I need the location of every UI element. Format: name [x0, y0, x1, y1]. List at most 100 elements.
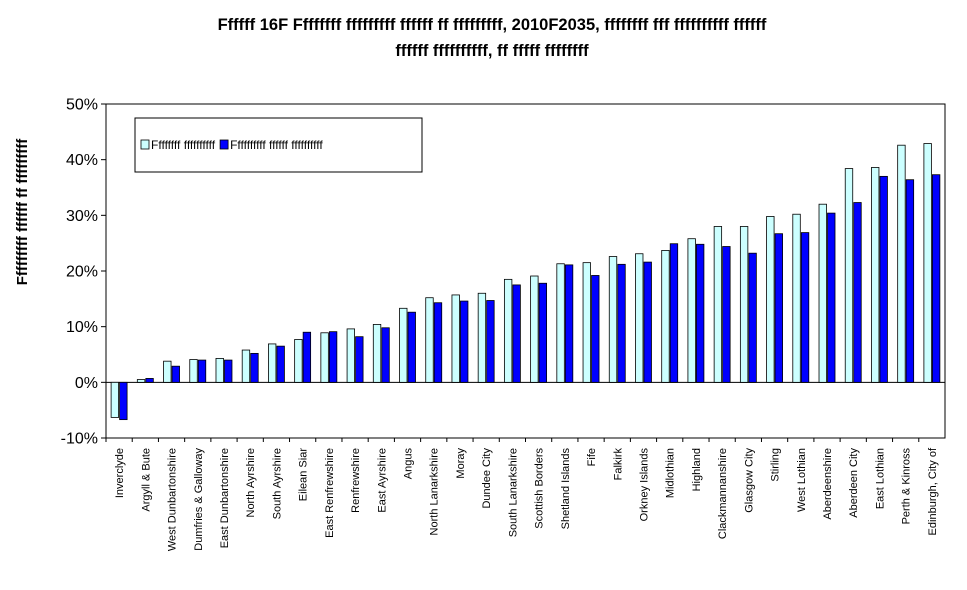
bar-series-1 [871, 167, 880, 383]
bar-series-1 [346, 328, 355, 383]
x-tick-label: Aberdeenshire [822, 448, 834, 520]
x-tick-label: Shetland Islands [560, 448, 572, 530]
bar-series-2 [669, 243, 679, 383]
bar-series-1 [163, 360, 172, 383]
bar-series-2 [145, 378, 154, 383]
x-tick-label: Inverclyde [114, 448, 126, 498]
bar-series-2 [643, 261, 652, 383]
legend-label-series-2: Ffffffffff ffffff ffffffffff [230, 138, 323, 152]
bar-series-2 [879, 175, 888, 383]
legend-label-series-1: Ffffffff ffffffffff [151, 138, 216, 152]
bar-series-2 [617, 263, 626, 383]
x-tick-label: Orkney Islands [638, 448, 650, 522]
x-tick-label: Argyll & Bute [140, 448, 152, 512]
bar-series-2 [407, 311, 416, 383]
bar-series-1 [661, 250, 670, 383]
x-tick-label: Scottish Borders [534, 448, 546, 529]
bar-series-2 [355, 336, 364, 383]
x-tick-label: Moray [455, 448, 467, 479]
y-tick-label: 0% [75, 375, 98, 392]
bar-series-2 [696, 243, 705, 383]
bar-series-2 [800, 232, 810, 383]
x-tick-label: West Lothian [796, 448, 808, 512]
x-tick-label: Renfrewshire [350, 448, 362, 513]
bar-series-1 [241, 349, 251, 383]
x-tick-label: Eilean Siar [298, 448, 310, 502]
x-tick-label: North Ayrshire [245, 448, 257, 518]
x-tick-label: Clackmannanshire [717, 448, 729, 539]
bar-series-2 [905, 179, 915, 383]
bar-series-1 [294, 339, 303, 383]
chart-title-line-2: ffffff ffffffffff, ff fffff ffffffff [395, 42, 589, 60]
bar-series-2 [748, 252, 757, 383]
bar-series-2 [433, 302, 443, 383]
bar-series-1 [608, 256, 618, 383]
bar-series-2 [827, 212, 836, 383]
bar-series-1 [189, 359, 198, 383]
bar-series-1 [818, 203, 827, 383]
x-tick-label: Falkirk [612, 448, 624, 481]
bar-series-1 [713, 226, 723, 383]
bar-series-1 [582, 262, 591, 383]
bar-series-1 [136, 379, 146, 383]
y-tick-label: -10% [61, 431, 98, 448]
x-tick-label: East Renfrewshire [324, 448, 336, 538]
bar-series-2 [512, 284, 521, 383]
chart-title-line-1: Ffffff 16F Ffffffff fffffffff ffffff ff … [218, 16, 767, 34]
bar-series-2 [171, 365, 180, 383]
bar-series-2 [119, 381, 128, 421]
bar-series-1 [215, 357, 224, 383]
x-tick-label: West Dunbartonshire [167, 448, 179, 551]
y-tick-label: 40% [66, 152, 98, 169]
x-tick-label: East Dunbartonshire [219, 448, 231, 548]
bar-series-2 [538, 282, 548, 383]
bar-series-1 [503, 278, 513, 383]
bar-series-1 [268, 343, 277, 383]
x-tick-label: Angus [403, 448, 415, 480]
bar-series-2 [486, 300, 495, 383]
bar-series-2 [853, 202, 862, 383]
x-tick-label: Stirling [770, 448, 782, 482]
bar-series-1 [451, 294, 460, 383]
x-tick-label: East Lothian [874, 448, 886, 509]
bar-series-2 [774, 233, 783, 383]
x-tick-label: Perth & Kinross [901, 448, 913, 525]
x-tick-label: East Ayrshire [376, 448, 388, 513]
bar-series-2 [722, 246, 731, 383]
x-tick-label: South Lanarkshire [507, 448, 519, 537]
bar-series-1 [923, 143, 932, 383]
y-tick-label: 20% [66, 264, 98, 281]
x-tick-label: Midlothian [665, 448, 677, 498]
bar-series-2 [564, 264, 574, 383]
y-tick-label: 30% [66, 208, 98, 225]
bar-series-1 [766, 216, 775, 383]
bar-series-1 [556, 263, 565, 383]
bar-series-1 [897, 144, 906, 383]
x-tick-label: Dumfries & Galloway [193, 448, 205, 551]
x-tick-label: South Ayrshire [271, 448, 283, 519]
plot-area: -10% 0% 10% 20% 30% 40% 50% Inverclyde Argyll & … [61, 97, 946, 551]
legend-swatch-series-1 [140, 139, 150, 150]
bar-series-2 [381, 327, 390, 383]
bar-series-1 [110, 381, 120, 418]
bar-series-2 [931, 174, 941, 383]
bar-series-2 [276, 345, 285, 383]
bar-series-2 [460, 300, 469, 383]
bar-series-1 [739, 226, 749, 383]
bar-series-1 [687, 238, 696, 383]
x-tick-label: Highland [691, 448, 703, 491]
legend-swatch-series-2 [219, 139, 229, 150]
bar-series-2 [328, 331, 338, 383]
bar-series-2 [591, 275, 600, 383]
legend-box [134, 117, 423, 173]
x-tick-label: Dundee City [481, 448, 493, 509]
y-tick-label: 50% [66, 97, 98, 114]
bar-series-2 [250, 352, 259, 383]
legend: Ffffffff ffffffffff Ffffffffff ffffff fff… [134, 117, 423, 173]
bar-series-1 [425, 297, 434, 383]
bar-series-1 [477, 292, 487, 383]
bar-series-1 [792, 213, 801, 383]
x-tick-label: North Lanarkshire [429, 448, 441, 535]
x-tick-label: Fife [586, 448, 598, 466]
